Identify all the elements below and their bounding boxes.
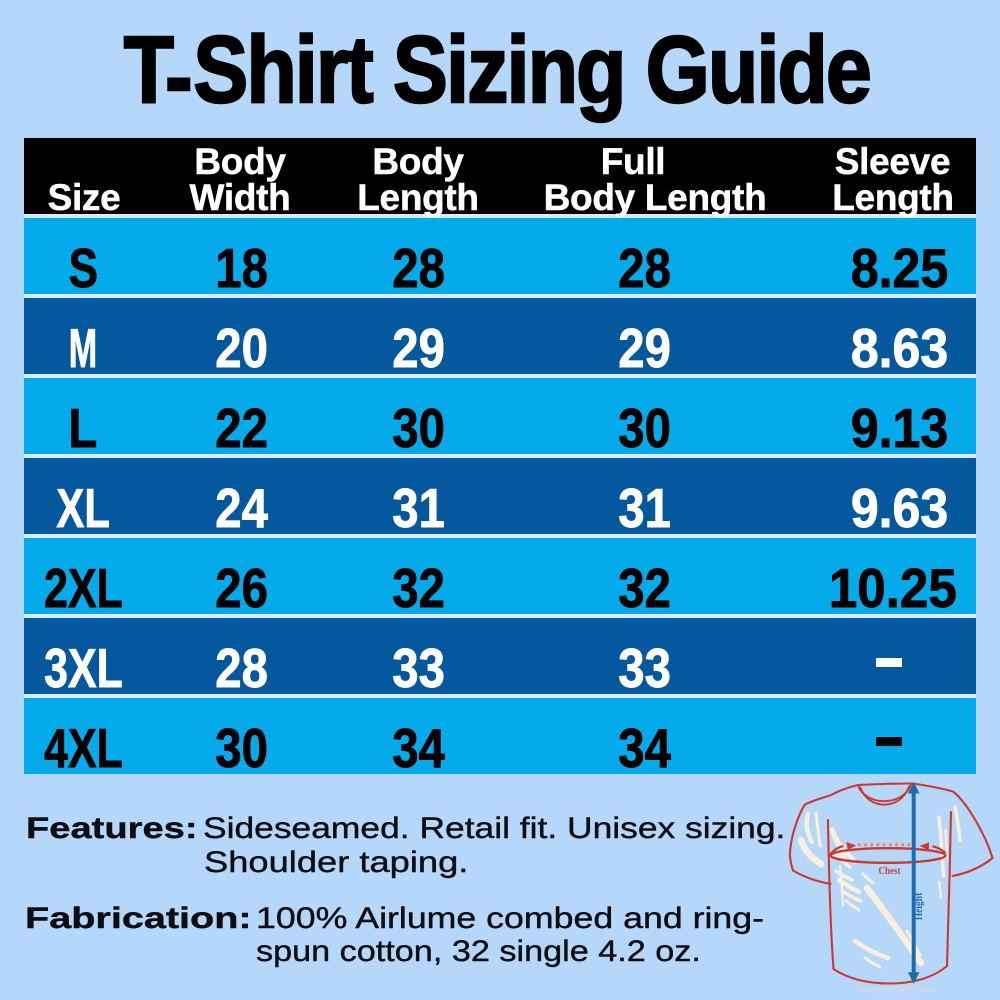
svg-text:Height: Height xyxy=(911,893,925,921)
svg-text:Chest: Chest xyxy=(879,866,902,877)
